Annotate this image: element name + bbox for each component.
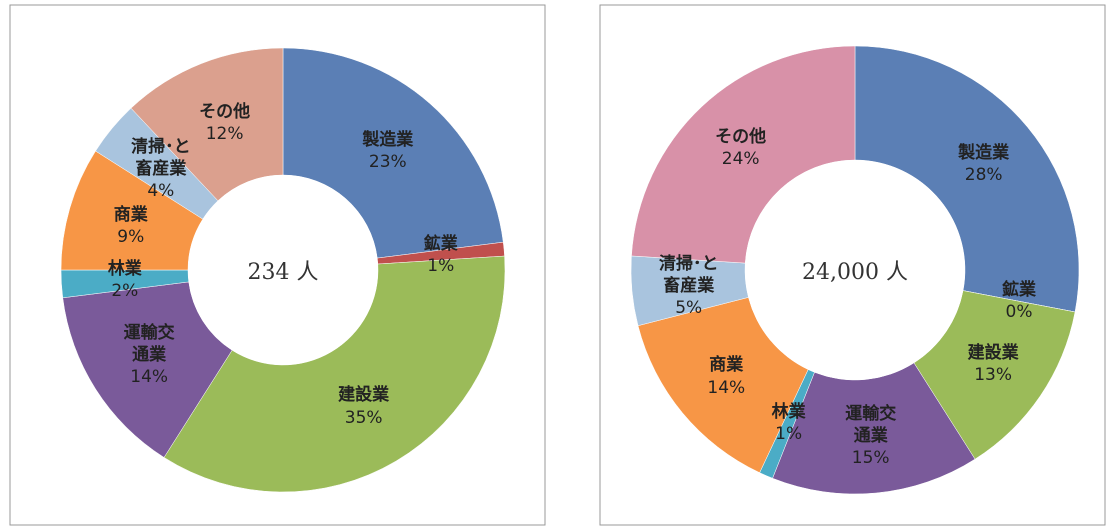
donut-hole [745,160,965,380]
slice-label: その他 24% [715,126,766,170]
slice-label: 清掃･と 畜産業 5% [659,253,719,319]
value-label: 4% [147,181,175,201]
value-label: 13% [974,364,1012,385]
category-name: 清掃･と 畜産業 [658,253,719,296]
category-name: 建設業 [967,342,1019,363]
slice-label: 建設業 35% [338,384,389,428]
category-name: 運輸交 通業 [845,404,897,447]
value-label: 24% [721,149,760,170]
category-name: その他 [715,127,767,148]
category-name: 鉱業 [1002,280,1037,301]
value-label: 12% [205,123,244,144]
slice-label: 清掃･と 畜産業 4% [131,136,191,202]
category-name: 製造業 [362,130,414,150]
slice-label: 運輸交 通業 15% [845,403,896,469]
category-name: 鉱業 [423,233,458,254]
slice-label: 鉱業 1% [424,233,458,277]
category-name: 運輸交 通業 [123,322,175,365]
value-label: 5% [675,297,703,318]
donut-slice [163,255,506,493]
center-label: 234 人 [247,260,319,285]
value-label: 1% [775,424,803,445]
slice-label: 商業 9% [114,204,148,248]
category-name: 林業 [771,402,806,423]
slice-label: 林業 2% [108,258,142,302]
slice-label: 林業 1% [772,401,806,445]
slice-label: 鉱業 0% [1002,279,1036,323]
donut-hole [188,175,378,365]
slice-label: その他 12% [199,101,250,145]
panel [599,4,1106,526]
category-name: 製造業 [958,142,1010,163]
value-label: 35% [344,407,383,428]
category-name: 清掃･と 畜産業 [131,136,191,179]
slice-label: 商業 14% [707,354,745,398]
panel [9,4,546,526]
category-name: 建設業 [338,385,390,406]
value-label: 23% [368,152,407,173]
slice-label: 運輸交 通業 14% [124,322,175,388]
category-name: その他 [199,101,251,122]
value-label: 28% [964,164,1003,185]
category-name: 商業 [113,204,148,225]
category-name: 林業 [107,258,142,279]
value-label: 9% [117,226,145,247]
value-label: 2% [111,280,139,301]
category-name: 商業 [709,355,744,376]
slice-label: 製造業 28% [958,141,1009,185]
value-label: 14% [130,366,169,387]
value-label: 14% [707,377,746,398]
slice-label: 建設業 13% [968,342,1019,386]
center-label: 24,000 人 [802,260,908,285]
value-label: 0% [1005,302,1033,323]
slice-label: 製造業 23% [362,129,413,173]
value-label: 1% [427,256,455,277]
value-label: 15% [851,448,890,469]
